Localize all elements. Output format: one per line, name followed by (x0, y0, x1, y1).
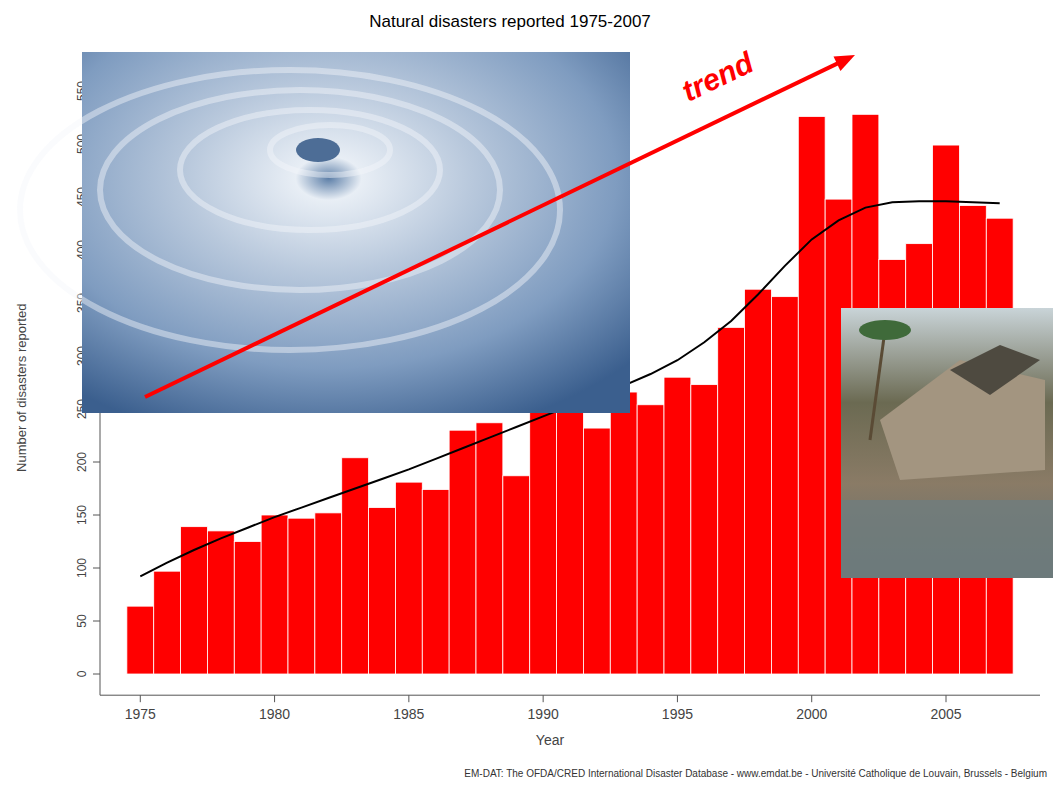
y-axis-title: Number of disasters reported (14, 304, 29, 472)
title: Natural disasters reported 1975-2007 (369, 12, 651, 31)
bar (664, 377, 691, 674)
swirl (20, 70, 560, 350)
eye (296, 138, 340, 162)
bar (127, 606, 154, 674)
arrow-head (834, 55, 855, 71)
x-axis-line (100, 695, 1040, 696)
x-tick-label: 1975 (125, 706, 156, 722)
bar (369, 508, 396, 674)
y-tick-label: 0 (75, 670, 89, 677)
y-tick-label: 150 (75, 505, 89, 525)
x-tick (140, 695, 141, 702)
bar (288, 518, 315, 674)
y-tick-label: 50 (75, 614, 89, 628)
background (0, 0, 1053, 791)
bar (798, 116, 825, 674)
x-axis-title: Year (536, 732, 565, 748)
hurricane-photo (20, 52, 630, 413)
bar (771, 297, 798, 674)
y-tick (93, 515, 100, 516)
x-tick (274, 695, 275, 702)
x-tick-label: 2000 (796, 706, 827, 722)
swirl (180, 110, 440, 230)
bar (583, 428, 610, 674)
x-tick (543, 695, 544, 702)
photo (82, 52, 630, 413)
x-tick (811, 695, 812, 702)
x-tick-label: 1980 (259, 706, 290, 722)
bar (342, 458, 369, 674)
bar (530, 398, 557, 674)
trend-arrow (145, 55, 855, 397)
bar (476, 423, 503, 674)
ruined-house (880, 360, 1045, 480)
bar (395, 482, 422, 674)
y-tick (93, 462, 100, 463)
bar (181, 527, 208, 674)
bar (261, 515, 288, 674)
bar (610, 392, 637, 674)
bar (718, 327, 745, 674)
arrow-shaft (145, 61, 842, 397)
bar (745, 289, 772, 674)
roof (950, 345, 1040, 395)
bar (154, 571, 181, 674)
bar (207, 531, 234, 674)
y-tick-label: 200 (75, 452, 89, 472)
x-tick-label: 1995 (662, 706, 693, 722)
bar (315, 513, 342, 674)
bar (691, 385, 718, 674)
source: EM-DAT: The OFDA/CRED International Disa… (464, 768, 1047, 779)
x-tick-label: 1985 (393, 706, 424, 722)
bar (422, 490, 449, 674)
palm (870, 330, 885, 440)
water (841, 500, 1053, 578)
y-tick (93, 621, 100, 622)
palm-leaves (859, 320, 911, 340)
swirl (270, 125, 390, 175)
x-tick-label: 2005 (930, 706, 961, 722)
bar (637, 405, 664, 674)
annotation: trend (676, 45, 758, 108)
bar (234, 542, 261, 675)
x-tick (946, 695, 947, 702)
bar (557, 396, 584, 674)
y-tick (93, 674, 100, 675)
tsunami-photo (841, 308, 1053, 578)
swirl (100, 90, 500, 290)
x-tick (408, 695, 409, 702)
bar (503, 476, 530, 674)
y-tick-label: 100 (75, 558, 89, 578)
y-tick (93, 568, 100, 569)
photo (841, 308, 1053, 578)
x-tick-label: 1990 (528, 706, 559, 722)
chart: Natural disasters reported 1975-2007 1975… (0, 0, 1053, 791)
bar (449, 430, 476, 674)
x-tick (677, 695, 678, 702)
